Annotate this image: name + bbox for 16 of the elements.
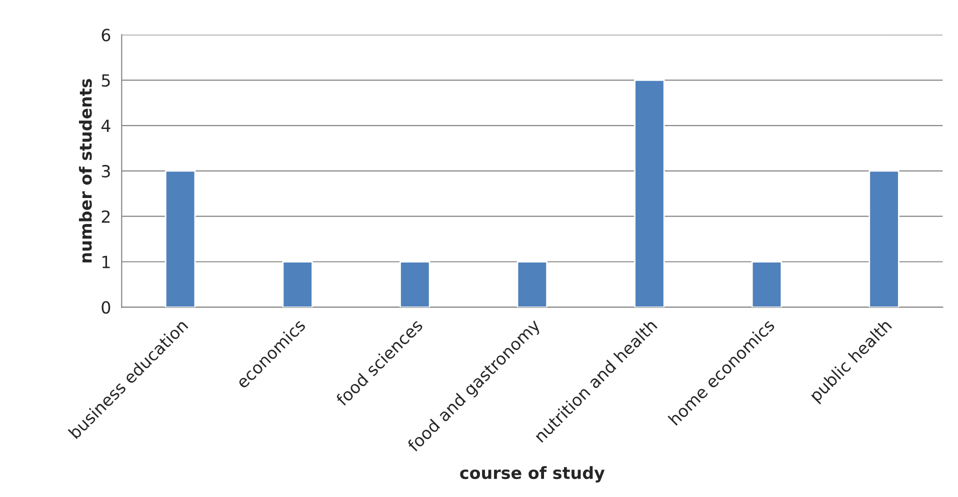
bar: [634, 79, 665, 308]
y-tick-label: 4: [101, 120, 110, 132]
y-tick-label: 0: [102, 301, 110, 314]
y-tick-label: 1: [102, 256, 110, 268]
bar: [516, 261, 548, 308]
bar: [400, 261, 430, 308]
bar: [282, 261, 313, 308]
y-tick-label: 2: [102, 210, 110, 223]
bar: [868, 170, 900, 308]
bar: [751, 261, 782, 308]
y-tick-label: 3: [102, 164, 110, 178]
bar: [164, 170, 196, 308]
y-axis-title: number of students: [78, 78, 92, 262]
x-axis-title: course of study: [460, 466, 605, 482]
y-tick-label: 5: [102, 74, 110, 87]
y-tick-label: 6: [102, 28, 110, 42]
